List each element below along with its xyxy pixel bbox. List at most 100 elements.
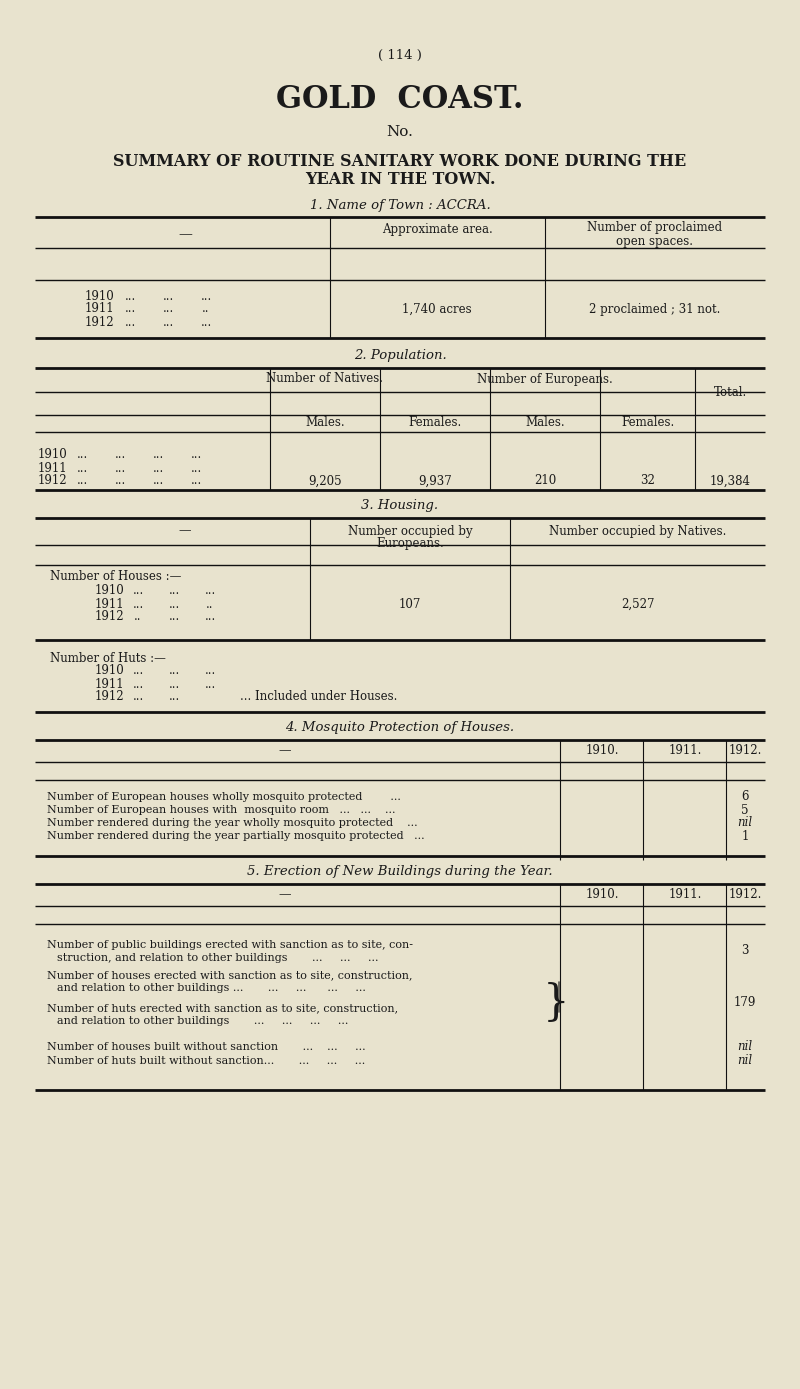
Text: Number of huts erected with sanction as to site, construction,: Number of huts erected with sanction as … — [47, 1003, 398, 1013]
Text: ...: ... — [168, 664, 180, 678]
Text: —: — — [278, 889, 291, 901]
Text: Number of proclaimed: Number of proclaimed — [587, 221, 722, 235]
Text: 1910: 1910 — [85, 289, 114, 303]
Text: ..: .. — [134, 611, 142, 624]
Text: 1910.: 1910. — [586, 745, 618, 757]
Text: ...: ... — [78, 461, 89, 475]
Text: Number rendered during the year partially mosquito protected   ...: Number rendered during the year partiall… — [47, 831, 425, 840]
Text: nil: nil — [738, 1054, 753, 1068]
Text: ...: ... — [168, 690, 180, 703]
Text: 9,205: 9,205 — [308, 475, 342, 488]
Text: ...: ... — [204, 585, 216, 597]
Text: 1911.: 1911. — [668, 745, 702, 757]
Text: SUMMARY OF ROUTINE SANITARY WORK DONE DURING THE: SUMMARY OF ROUTINE SANITARY WORK DONE DU… — [114, 154, 686, 171]
Text: ...: ... — [132, 690, 144, 703]
Text: Number occupied by Natives.: Number occupied by Natives. — [550, 525, 726, 538]
Text: 2. Population.: 2. Population. — [354, 349, 446, 361]
Text: Total.: Total. — [714, 386, 746, 399]
Text: —: — — [178, 226, 192, 242]
Text: ...: ... — [168, 597, 180, 611]
Text: Number of European houses with  mosquito room   ...   ...    ...: Number of European houses with mosquito … — [47, 806, 395, 815]
Text: and relation to other buildings       ...     ...     ...     ...: and relation to other buildings ... ... … — [57, 1015, 348, 1026]
Text: 1910: 1910 — [95, 585, 125, 597]
Text: —: — — [278, 745, 291, 757]
Text: Males.: Males. — [305, 417, 345, 429]
Text: nil: nil — [738, 817, 753, 829]
Text: ...: ... — [162, 303, 174, 315]
Text: 1912: 1912 — [38, 475, 68, 488]
Text: ...: ... — [154, 449, 165, 461]
Text: Males.: Males. — [525, 417, 565, 429]
Text: Females.: Females. — [622, 417, 674, 429]
Text: ...: ... — [124, 303, 136, 315]
Text: nil: nil — [738, 1040, 753, 1053]
Text: ...: ... — [115, 475, 126, 488]
Text: Females.: Females. — [408, 417, 462, 429]
Text: ...: ... — [115, 461, 126, 475]
Text: 1911: 1911 — [95, 678, 125, 690]
Text: ...: ... — [132, 664, 144, 678]
Text: ...: ... — [132, 597, 144, 611]
Text: ..: .. — [202, 303, 210, 315]
Text: ...: ... — [132, 678, 144, 690]
Text: —: — — [178, 525, 191, 538]
Text: }: } — [542, 982, 570, 1024]
Text: ...: ... — [168, 585, 180, 597]
Text: ...: ... — [124, 315, 136, 329]
Text: 107: 107 — [399, 597, 421, 611]
Text: ...: ... — [132, 585, 144, 597]
Text: 1911: 1911 — [95, 597, 125, 611]
Text: Number of European houses wholly mosquito protected        ...: Number of European houses wholly mosquit… — [47, 792, 401, 801]
Text: ...: ... — [154, 475, 165, 488]
Text: ...: ... — [78, 475, 89, 488]
Text: 1911.: 1911. — [668, 889, 702, 901]
Text: Number of huts built without sanction...       ...     ...     ...: Number of huts built without sanction...… — [47, 1056, 366, 1065]
Text: 3. Housing.: 3. Housing. — [362, 500, 438, 513]
Text: Number of Europeans.: Number of Europeans. — [477, 372, 613, 386]
Text: Number occupied by: Number occupied by — [348, 525, 472, 538]
Text: 1912.: 1912. — [728, 889, 762, 901]
Text: 1910: 1910 — [38, 449, 68, 461]
Text: ...: ... — [204, 664, 216, 678]
Text: 4. Mosquito Protection of Houses.: 4. Mosquito Protection of Houses. — [286, 721, 514, 733]
Text: 179: 179 — [734, 996, 756, 1010]
Text: 19,384: 19,384 — [710, 475, 750, 488]
Text: ... Included under Houses.: ... Included under Houses. — [240, 690, 398, 703]
Text: 6: 6 — [742, 790, 749, 803]
Text: Number of public buildings erected with sanction as to site, con-: Number of public buildings erected with … — [47, 940, 413, 950]
Text: 1912: 1912 — [85, 315, 114, 329]
Text: ...: ... — [191, 461, 202, 475]
Text: 5: 5 — [742, 803, 749, 817]
Text: 1912: 1912 — [95, 690, 125, 703]
Text: No.: No. — [386, 125, 414, 139]
Text: ...: ... — [204, 678, 216, 690]
Text: ...: ... — [168, 611, 180, 624]
Text: 32: 32 — [641, 475, 655, 488]
Text: 210: 210 — [534, 475, 556, 488]
Text: Approximate area.: Approximate area. — [382, 224, 492, 236]
Text: 2 proclaimed ; 31 not.: 2 proclaimed ; 31 not. — [590, 303, 721, 315]
Text: Number of Natives.: Number of Natives. — [266, 372, 383, 386]
Text: ...: ... — [204, 611, 216, 624]
Text: open spaces.: open spaces. — [617, 235, 694, 247]
Text: ...: ... — [124, 289, 136, 303]
Text: ..: .. — [206, 597, 214, 611]
Text: 1910: 1910 — [95, 664, 125, 678]
Text: ...: ... — [191, 449, 202, 461]
Text: 3: 3 — [742, 945, 749, 957]
Text: Number of houses erected with sanction as to site, construction,: Number of houses erected with sanction a… — [47, 970, 413, 981]
Text: 1911: 1911 — [38, 461, 68, 475]
Text: 1. Name of Town : ACCRA.: 1. Name of Town : ACCRA. — [310, 199, 490, 211]
Text: YEAR IN THE TOWN.: YEAR IN THE TOWN. — [305, 171, 495, 189]
Text: struction, and relation to other buildings       ...     ...     ...: struction, and relation to other buildin… — [57, 953, 378, 963]
Text: Number rendered during the year wholly mosquito protected    ...: Number rendered during the year wholly m… — [47, 818, 418, 828]
Text: ( 114 ): ( 114 ) — [378, 49, 422, 61]
Text: Number of Houses :—: Number of Houses :— — [50, 571, 182, 583]
Text: 5. Erection of New Buildings during the Year.: 5. Erection of New Buildings during the … — [247, 865, 553, 878]
Text: ...: ... — [154, 461, 165, 475]
Text: ...: ... — [115, 449, 126, 461]
Text: ...: ... — [168, 678, 180, 690]
Text: 1,740 acres: 1,740 acres — [402, 303, 472, 315]
Text: GOLD  COAST.: GOLD COAST. — [276, 85, 524, 115]
Text: ...: ... — [200, 315, 212, 329]
